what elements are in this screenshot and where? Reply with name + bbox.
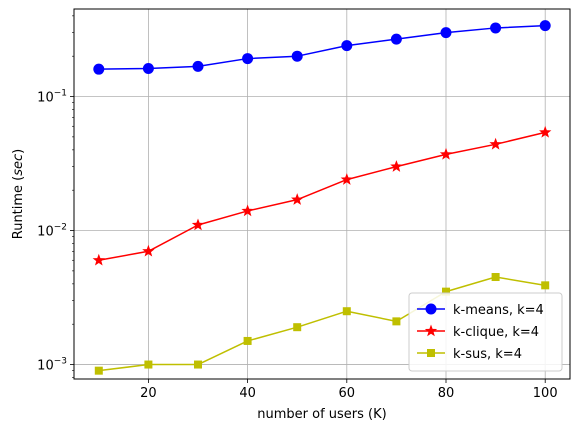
data-point (142, 244, 155, 257)
data-point (390, 33, 402, 45)
y-axis-label: Runtime (sec) (11, 149, 26, 240)
data-point (194, 360, 202, 369)
data-point (442, 287, 450, 296)
data-point (144, 360, 153, 369)
legend: k-means, k=4 k-clique, k=4 k-sus, k=4 (408, 292, 563, 372)
series-line (98, 131, 546, 262)
data-point (539, 125, 552, 138)
data-point (142, 62, 154, 74)
y-tick-label: 10−2 (37, 223, 67, 240)
y-axis-label-unit: sec (11, 154, 26, 176)
series (93, 20, 551, 75)
data-point (243, 336, 252, 345)
legend-swatch-marker (424, 324, 438, 337)
legend-item: k-sus, k=4 (417, 347, 522, 362)
legend-label: k-sus, k=4 (453, 347, 522, 362)
y-axis-label-suffix: ) (11, 149, 26, 154)
data-point (92, 253, 105, 266)
y-axis-label-prefix: Runtime ( (11, 176, 26, 240)
legend-item: k-means, k=4 (417, 303, 544, 318)
legend-label: k-means, k=4 (453, 303, 544, 318)
x-tick-label: 60 (339, 386, 356, 401)
data-point (439, 147, 453, 160)
data-point (192, 60, 204, 72)
x-axis-label: number of users (K) (257, 407, 386, 422)
data-point (440, 27, 452, 39)
x-tick-label: 40 (239, 386, 256, 401)
series (94, 273, 550, 375)
data-point (94, 366, 103, 375)
x-tick-label: 20 (140, 386, 157, 401)
series-line (98, 24, 546, 70)
legend-swatch-marker (427, 349, 435, 357)
data-point (390, 160, 403, 172)
data-point (93, 63, 105, 75)
data-point (340, 173, 353, 185)
data-point (539, 20, 551, 32)
y-tick-label: 10−3 (37, 357, 67, 374)
data-point (291, 50, 303, 62)
data-point (342, 307, 351, 316)
data-point (291, 193, 304, 205)
axis-ticks: 20 40 60 80 100 10−3 10−2 10−1 (37, 15, 558, 401)
legend-box (408, 292, 563, 372)
x-tick-label: 100 (533, 386, 558, 401)
legend-swatch-marker (425, 303, 437, 315)
data-point (293, 323, 302, 332)
legend-item: k-clique, k=4 (417, 324, 539, 340)
plot-area-frame (73, 8, 571, 380)
series (92, 125, 552, 266)
legend-label: k-clique, k=4 (453, 325, 539, 340)
x-tick-label: 80 (438, 386, 455, 401)
y-tick-label: 10−1 (37, 89, 67, 106)
data-point (242, 53, 254, 65)
data-point (392, 317, 401, 326)
data-point (491, 273, 500, 282)
series-layer (92, 20, 552, 375)
data-point (541, 281, 550, 290)
series-line (98, 276, 546, 372)
data-point (191, 218, 205, 231)
data-point (241, 204, 254, 217)
data-point (489, 137, 502, 150)
data-point (341, 40, 353, 52)
data-point (490, 22, 502, 34)
